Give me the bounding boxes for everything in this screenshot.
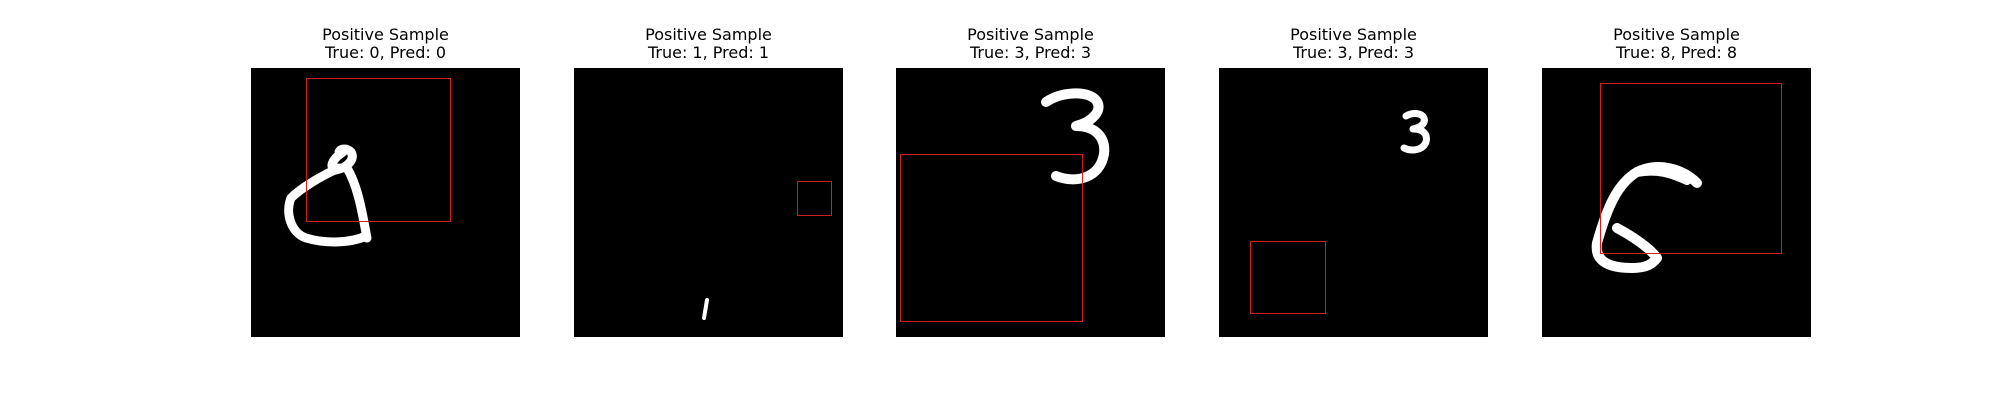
panel-title-line: Positive Sample bbox=[1290, 25, 1417, 44]
digit-3-glyph bbox=[1400, 110, 1430, 154]
panel-title-line: Positive Sample bbox=[967, 25, 1094, 44]
detection-box bbox=[1250, 241, 1326, 314]
digit-1-glyph bbox=[702, 298, 709, 320]
sample-panel-5: Positive Sample True: 8, Pred: 8 bbox=[1542, 26, 1811, 337]
digit-8-glyph bbox=[1591, 162, 1702, 273]
panel-title: Positive Sample True: 3, Pred: 3 bbox=[896, 26, 1165, 64]
digit-image bbox=[574, 68, 843, 337]
sample-panel-1: Positive Sample True: 0, Pred: 0 bbox=[251, 26, 520, 337]
detection-box bbox=[797, 181, 832, 216]
sample-panel-2: Positive Sample True: 1, Pred: 1 bbox=[574, 26, 843, 337]
panel-title: Positive Sample True: 3, Pred: 3 bbox=[1219, 26, 1488, 64]
panel-subtitle-line: True: 3, Pred: 3 bbox=[969, 43, 1092, 62]
detection-box bbox=[1600, 83, 1782, 254]
panel-subtitle-line: True: 3, Pred: 3 bbox=[1292, 43, 1415, 62]
digit-image bbox=[896, 68, 1165, 337]
panel-subtitle-line: True: 1, Pred: 1 bbox=[647, 43, 770, 62]
panel-title: Positive Sample True: 8, Pred: 8 bbox=[1542, 26, 1811, 64]
panel-subtitle-line: True: 8, Pred: 8 bbox=[1615, 43, 1738, 62]
panel-title-line: Positive Sample bbox=[645, 25, 772, 44]
sample-panel-3: Positive Sample True: 3, Pred: 3 bbox=[896, 26, 1165, 337]
panel-title: Positive Sample True: 0, Pred: 0 bbox=[251, 26, 520, 64]
digit-0-glyph bbox=[284, 144, 372, 247]
digit-image bbox=[1542, 68, 1811, 337]
panel-title: Positive Sample True: 1, Pred: 1 bbox=[574, 26, 843, 64]
digit-image bbox=[1219, 68, 1488, 337]
digit-3-glyph bbox=[1041, 88, 1110, 185]
panel-title-line: Positive Sample bbox=[322, 25, 449, 44]
panel-title-line: Positive Sample bbox=[1613, 25, 1740, 44]
panel-subtitle-line: True: 0, Pred: 0 bbox=[324, 43, 447, 62]
detection-box bbox=[306, 78, 451, 222]
digit-image bbox=[251, 68, 520, 337]
sample-panel-4: Positive Sample True: 3, Pred: 3 bbox=[1219, 26, 1488, 337]
detection-box bbox=[900, 154, 1083, 322]
